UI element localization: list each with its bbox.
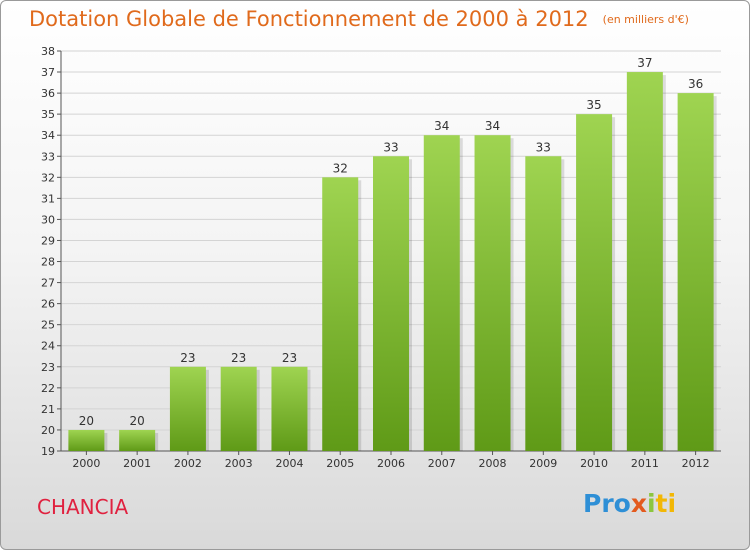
y-tick-label: 32 [41,171,55,184]
data-label-2005: 32 [333,161,348,175]
y-tick-label: 31 [41,192,55,205]
x-tick-label-2012: 2012 [682,457,710,470]
bar-2002 [169,366,206,451]
y-tick-label: 24 [41,340,55,353]
bar-2000 [68,429,105,451]
x-tick-label-2010: 2010 [580,457,608,470]
logo-part-4: ti [655,489,677,518]
bar-2011 [626,72,663,451]
bar-2005 [322,177,359,451]
chart-title: Dotation Globale de Fonctionnement de 20… [29,7,689,31]
y-tick-label: 30 [41,213,55,226]
bar-2001 [119,429,156,451]
y-tick-label: 20 [41,424,55,437]
bar-2009 [525,156,562,451]
y-tick-label: 23 [41,361,55,374]
x-tick-label-2009: 2009 [529,457,557,470]
bar-2007 [423,135,460,452]
x-tick-label-2001: 2001 [123,457,151,470]
logo-part-2: x [630,489,647,518]
x-tick-label-2004: 2004 [275,457,303,470]
data-label-2008: 34 [485,119,500,133]
y-tick-label: 27 [41,277,55,290]
bar-2008 [474,135,511,452]
proxiti-logo[interactable]: Proxiti [583,489,676,518]
data-label-2002: 23 [180,351,195,365]
data-label-2010: 35 [586,98,601,112]
logo-part-3: i [646,489,656,518]
y-tick-label: 29 [41,234,55,247]
x-tick-label-2008: 2008 [479,457,507,470]
chart-title-text: Dotation Globale de Fonctionnement de 20… [29,7,589,31]
y-tick-label: 22 [41,382,55,395]
y-tick-label: 38 [41,45,55,58]
x-tick-label-2003: 2003 [225,457,253,470]
data-labels: 20 20 23 23 23 32 33 34 34 33 35 37 36 [79,56,704,428]
y-tick-label: 25 [41,319,55,332]
x-tick-label-2000: 2000 [72,457,100,470]
data-label-2012: 36 [688,77,703,91]
data-label-2004: 23 [282,351,297,365]
data-label-2006: 33 [383,140,398,154]
x-tick-label-2011: 2011 [631,457,659,470]
y-tick-label: 37 [41,66,55,79]
logo-part-1: Pro [583,489,631,518]
x-tick-label-2002: 2002 [174,457,202,470]
y-tick-label: 34 [41,129,55,142]
y-tick-label: 35 [41,108,55,121]
data-label-2003: 23 [231,351,246,365]
bar-2003 [220,366,257,451]
y-tick-label: 33 [41,150,55,163]
data-label-2007: 34 [434,119,449,133]
bar-2010 [576,114,613,451]
commune-name: CHANCIA [37,495,129,519]
data-label-2000: 20 [79,414,94,428]
y-tick-label: 26 [41,298,55,311]
x-tick-label-2007: 2007 [428,457,456,470]
y-tick-label: 21 [41,403,55,416]
bar-2004 [271,366,308,451]
data-label-2001: 20 [130,414,145,428]
bar-2012 [677,93,714,452]
y-tick-label: 19 [41,445,55,458]
x-tick-label-2006: 2006 [377,457,405,470]
y-tick-label: 28 [41,256,55,269]
y-tick-label: 36 [41,87,55,100]
bar-2006 [373,156,409,451]
data-label-2009: 33 [536,140,551,154]
chart-subtitle: (en milliers d'€) [602,13,689,26]
data-label-2011: 37 [637,56,652,70]
x-tick-label-2005: 2005 [326,457,354,470]
bars [68,72,717,452]
